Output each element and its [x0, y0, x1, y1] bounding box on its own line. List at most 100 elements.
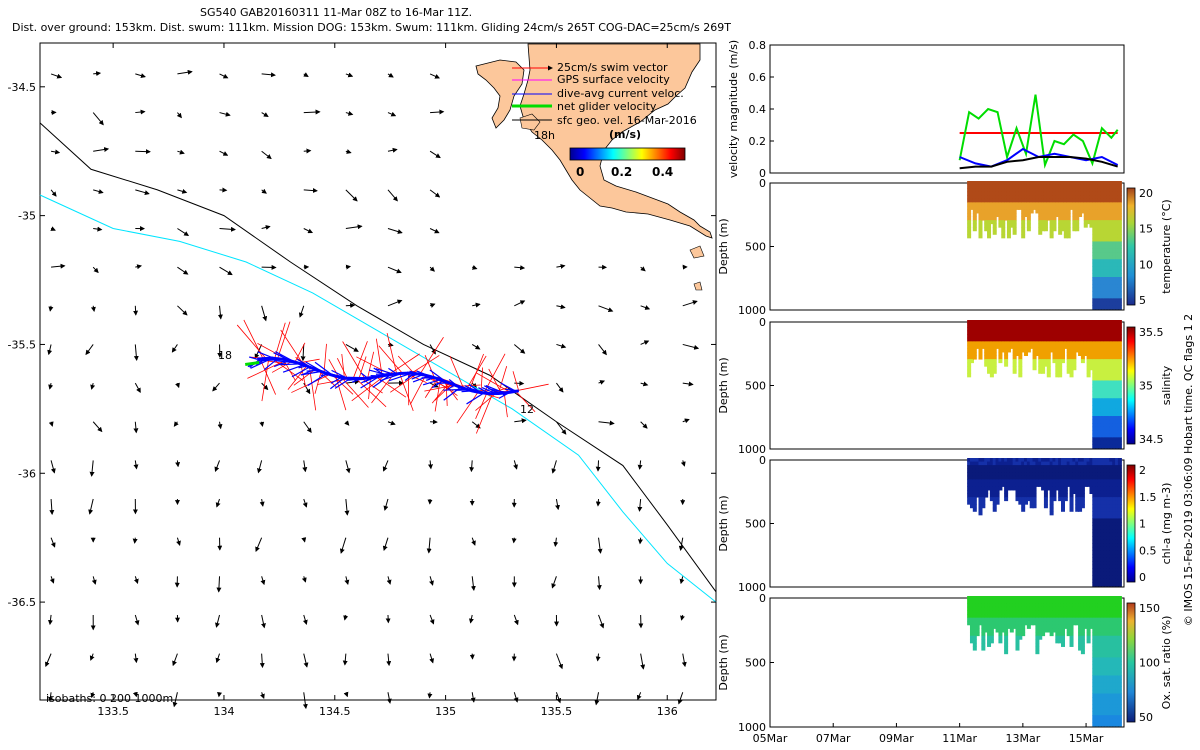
profile-point: [978, 599, 983, 604]
profile-point: [1109, 722, 1114, 727]
profile-point: [1026, 482, 1031, 487]
profile-point: [1095, 642, 1100, 647]
profile-point: [1097, 227, 1102, 232]
profile-point: [1117, 675, 1122, 680]
profile-point: [1115, 198, 1120, 203]
profile-point: [1115, 546, 1120, 551]
profile-point: [1041, 181, 1046, 185]
profile-point: [978, 475, 983, 480]
profile-point: [984, 181, 989, 185]
profile-point: [1103, 191, 1108, 196]
profile-point: [1095, 657, 1100, 662]
geo-velocity-arrow: [50, 226, 56, 231]
profile-point: [1038, 624, 1043, 629]
profile-point: [1109, 423, 1114, 428]
profile-point: [1092, 472, 1097, 477]
profile-point: [1006, 603, 1011, 608]
profile-point: [1026, 337, 1031, 342]
profile-point: [987, 213, 992, 218]
profile-point: [1103, 334, 1108, 339]
profile-point: [1015, 181, 1020, 185]
profile-point: [984, 227, 989, 232]
profile-point: [1109, 668, 1114, 673]
profile-point: [1106, 514, 1111, 519]
profile-point: [1115, 500, 1120, 505]
profile-point: [1117, 245, 1122, 250]
profile-point: [1106, 301, 1111, 306]
profile-point: [1024, 472, 1029, 477]
profile-point: [1066, 341, 1071, 346]
profile-point: [1004, 341, 1009, 346]
profile-point: [1112, 624, 1117, 629]
profile-point: [1063, 202, 1068, 207]
profile-point: [1106, 599, 1111, 604]
profile-point: [969, 610, 974, 615]
profile-point: [1049, 344, 1054, 349]
profile-point: [1117, 536, 1122, 541]
profile-point: [1115, 280, 1120, 285]
profile-point: [1066, 230, 1071, 235]
profile-point: [1103, 205, 1108, 210]
profile-point: [1086, 216, 1091, 221]
profile-point: [1021, 497, 1026, 502]
profile-point: [1038, 596, 1043, 600]
profile-point: [1092, 220, 1097, 225]
profile-point: [1055, 202, 1060, 207]
profile-point: [1066, 465, 1071, 470]
profile-point: [1100, 504, 1105, 509]
profile-point: [1058, 202, 1063, 207]
profile-point: [987, 624, 992, 629]
profile-point: [1004, 355, 1009, 360]
profile-point: [1029, 330, 1034, 335]
profile-point: [1083, 348, 1088, 353]
profile-point: [1095, 230, 1100, 235]
profile-point: [1100, 529, 1105, 534]
profile-point: [1072, 468, 1077, 473]
profile-point: [1103, 458, 1108, 462]
profile-point: [1001, 323, 1006, 328]
profile-point: [998, 606, 1003, 611]
profile-point: [1097, 628, 1102, 633]
profile-point: [1024, 213, 1029, 218]
profile-point: [1001, 234, 1006, 239]
profile-point: [1069, 334, 1074, 339]
profile-point: [1117, 507, 1122, 512]
profile-point: [981, 646, 986, 651]
profile-point: [1109, 202, 1114, 207]
profile-point: [1066, 599, 1071, 604]
profile-point: [975, 205, 980, 210]
geo-velocity-arrow: [680, 460, 686, 467]
profile-point: [1058, 359, 1063, 364]
profile-point: [1075, 188, 1080, 193]
profile-point: [1046, 330, 1051, 335]
profile-point: [995, 195, 1000, 200]
profile-point: [967, 327, 972, 332]
profile-point: [1100, 539, 1105, 544]
profile-point: [984, 330, 989, 335]
profile-point: [1072, 614, 1077, 619]
profile-point: [1052, 482, 1057, 487]
profile-point: [995, 479, 1000, 484]
profile-point: [1060, 355, 1065, 360]
profile-point: [1106, 546, 1111, 551]
profile-point: [1012, 482, 1017, 487]
profile-point: [1117, 252, 1122, 257]
geo-velocity-arrow: [513, 614, 519, 626]
profile-point: [967, 348, 972, 353]
profile-point: [1115, 514, 1120, 519]
profile-point: [1106, 384, 1111, 389]
profile-point: [984, 493, 989, 498]
profile-point: [1075, 468, 1080, 473]
profile-point: [1006, 341, 1011, 346]
map-ytick-label: -36.5: [8, 596, 36, 609]
profile-point: [969, 458, 974, 462]
profile-point: [1072, 603, 1077, 608]
profile-point: [989, 621, 994, 626]
profile-point: [984, 337, 989, 342]
profile-point: [1041, 369, 1046, 374]
profile-point: [1055, 606, 1060, 611]
profile-point: [1115, 245, 1120, 250]
profile-point: [981, 497, 986, 502]
profile-point: [975, 624, 980, 629]
profile-point: [1049, 181, 1054, 185]
